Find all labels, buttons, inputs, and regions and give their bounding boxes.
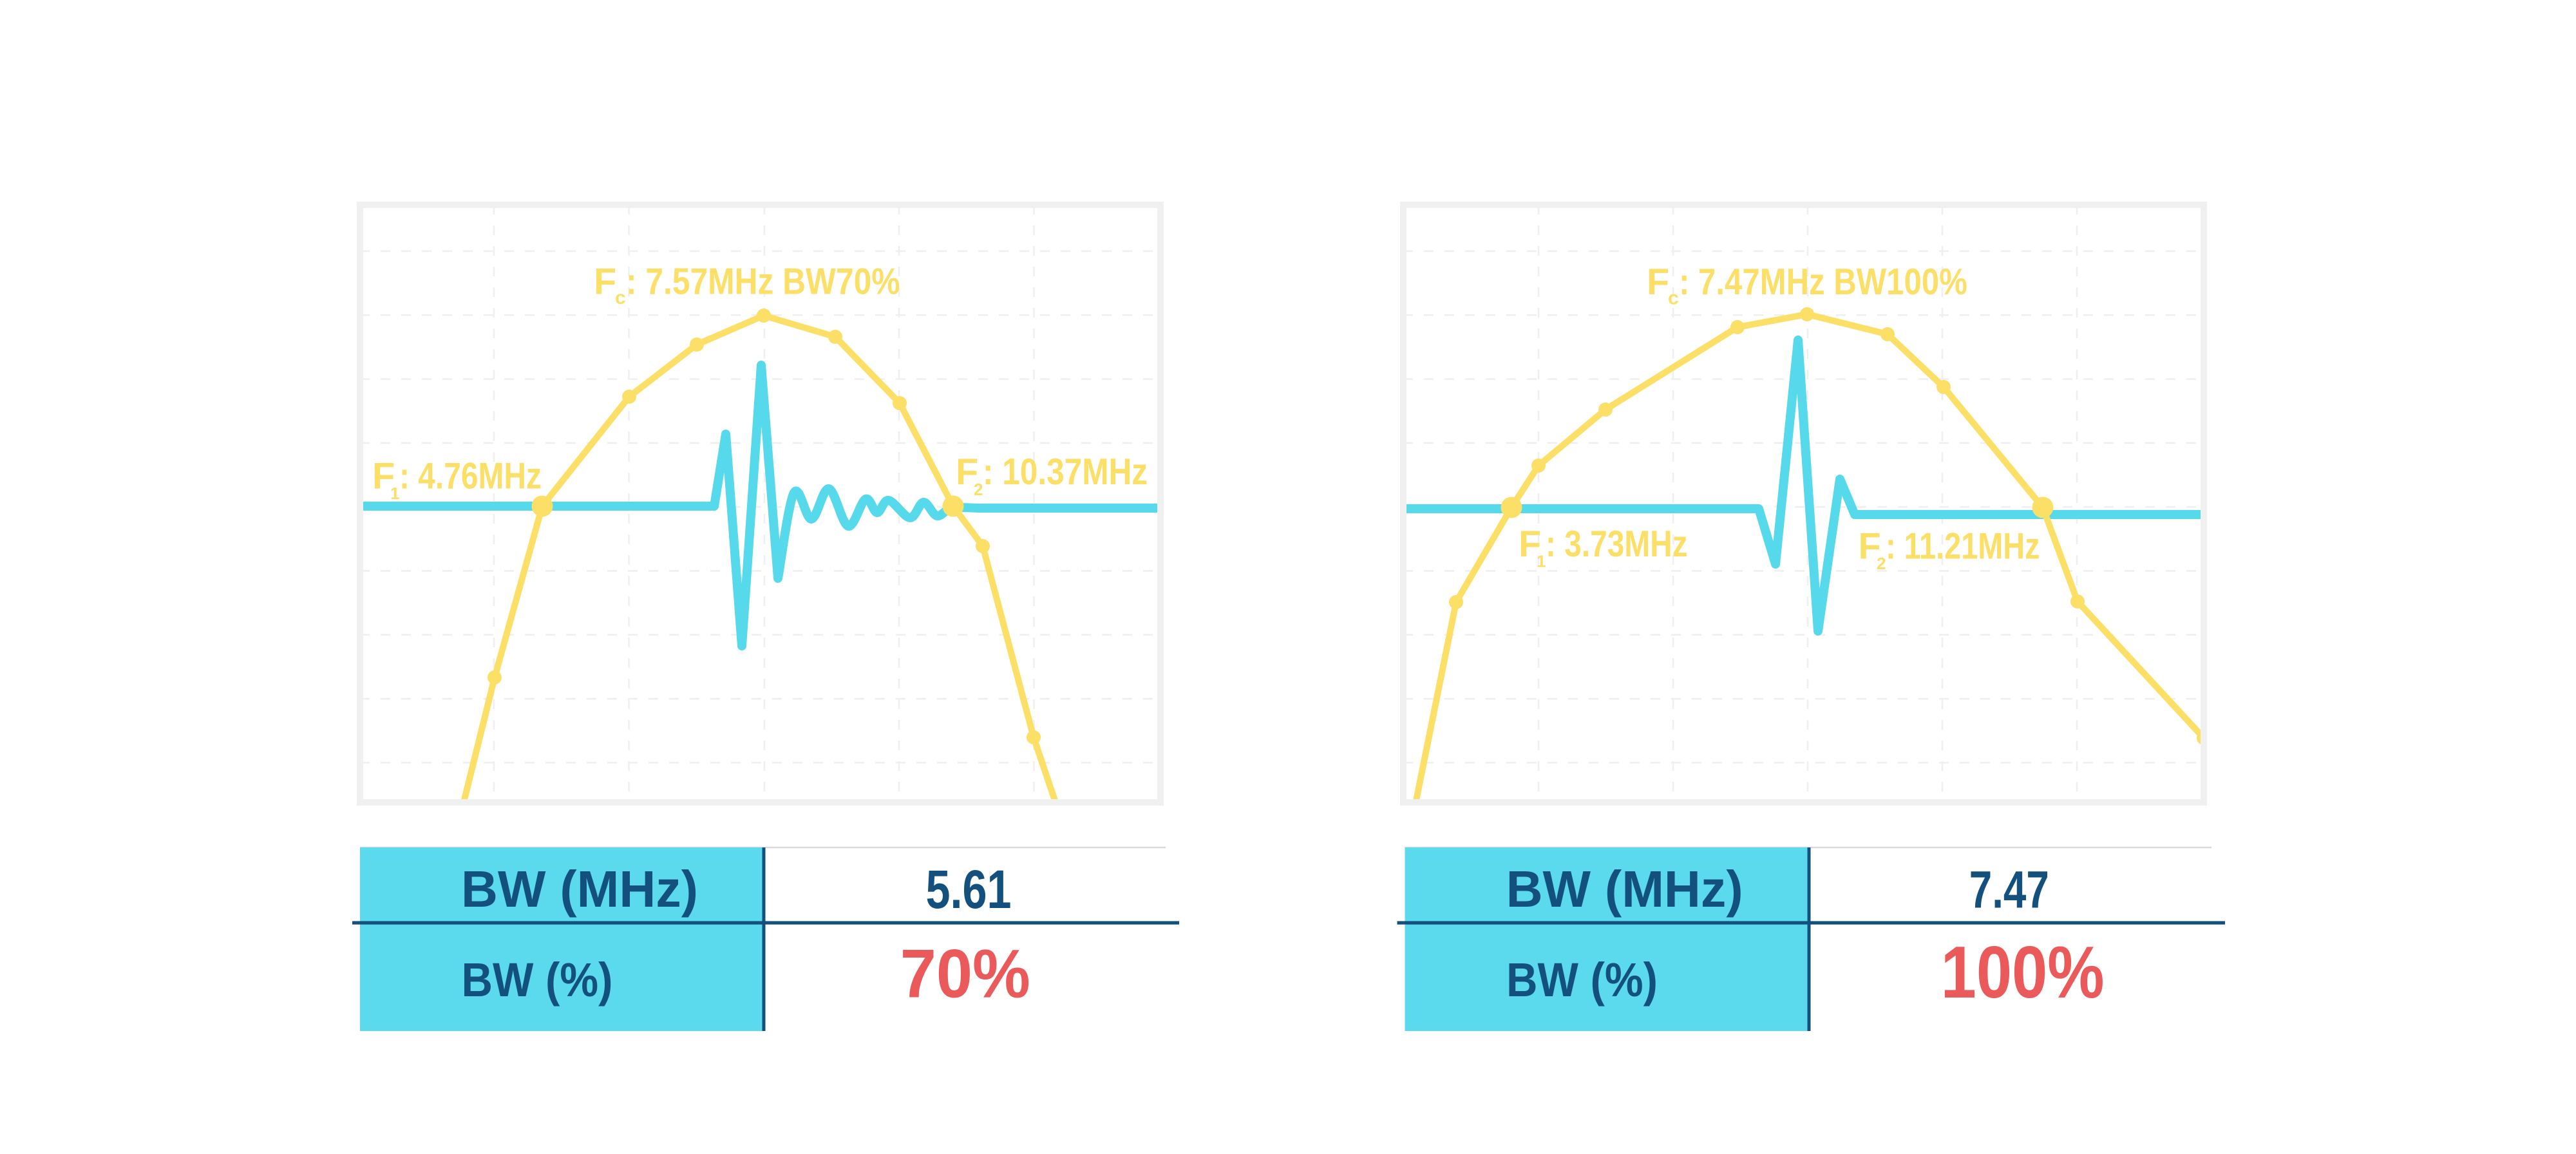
svg-text:F: F	[594, 261, 616, 303]
svg-text:: 4.76MHz: : 4.76MHz	[399, 456, 542, 497]
svg-text:1: 1	[1537, 552, 1546, 571]
svg-text:2: 2	[1877, 554, 1886, 573]
svg-text:BW (MHz): BW (MHz)	[461, 860, 698, 918]
svg-text:: 7.57MHz BW70%: : 7.57MHz BW70%	[626, 261, 900, 303]
svg-text:c: c	[1668, 288, 1679, 309]
svg-text:F: F	[1519, 524, 1541, 565]
svg-text:: 3.73MHz: : 3.73MHz	[1546, 524, 1688, 565]
svg-text:7.47: 7.47	[1969, 861, 2049, 920]
svg-text:2: 2	[974, 480, 983, 499]
svg-text:F: F	[1859, 526, 1881, 567]
svg-text:: 11.21MHz: : 11.21MHz	[1886, 526, 2040, 567]
svg-text:5.61: 5.61	[926, 859, 1012, 920]
svg-text:100%: 100%	[1941, 932, 2105, 1014]
svg-text:1: 1	[390, 484, 399, 503]
svg-text:F: F	[1647, 261, 1669, 303]
svg-text:F: F	[372, 456, 395, 497]
svg-text:: 7.47MHz BW100%: : 7.47MHz BW100%	[1679, 261, 1967, 303]
svg-text:BW (%): BW (%)	[462, 953, 613, 1007]
svg-text:F: F	[956, 451, 978, 493]
svg-text:c: c	[615, 287, 626, 308]
svg-text:70%: 70%	[900, 935, 1030, 1012]
svg-text:: 10.37MHz: : 10.37MHz	[983, 451, 1148, 493]
svg-text:BW (%): BW (%)	[1506, 953, 1658, 1007]
svg-text:BW (MHz): BW (MHz)	[1506, 860, 1743, 918]
